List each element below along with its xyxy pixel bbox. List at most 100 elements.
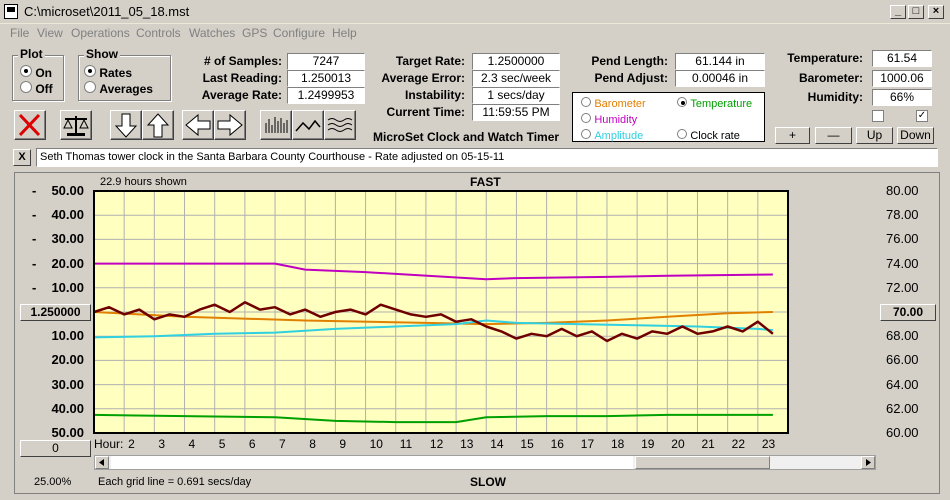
note-close-button[interactable]: X (13, 149, 31, 166)
barometer-radio[interactable]: Barometer (581, 96, 646, 110)
hour-tick-label: 21 (701, 437, 715, 451)
series-line-humidity (94, 262, 773, 281)
checkbox-right[interactable]: ✓ (916, 110, 928, 122)
scroll-thumb[interactable] (635, 456, 770, 469)
menu-gps[interactable]: GPS (242, 26, 268, 40)
plot-off-radio[interactable]: Off (20, 81, 53, 96)
right-tick-label: 60.00 (886, 425, 919, 440)
pend-length-field[interactable]: 61.144 in (675, 53, 765, 70)
hour-tick-label: 15 (520, 437, 534, 451)
note-field[interactable]: Seth Thomas tower clock in the Santa Bar… (36, 148, 938, 167)
menu-file[interactable]: File (10, 26, 30, 40)
down-button[interactable]: Down (897, 127, 934, 144)
app-name: MicroSet Clock and Watch Timer (373, 130, 560, 144)
arrow-up-icon (146, 113, 170, 138)
left-tick-label: 40.00 (51, 207, 84, 223)
last-reading-label: Last Reading: (202, 71, 282, 85)
slow-label: SLOW (470, 475, 506, 489)
close-button[interactable]: × (928, 5, 944, 19)
up-button[interactable]: Up (856, 127, 893, 144)
menu-configure[interactable]: Configure (273, 26, 326, 40)
temperature-radio[interactable]: Temperature (677, 96, 752, 110)
maximize-button[interactable]: □ (908, 5, 924, 19)
hour-tick-label: 5 (218, 437, 226, 451)
zoom-label: 25.00% (34, 476, 72, 488)
right-tick-label: 74.00 (886, 255, 919, 271)
arrow-left-icon (185, 113, 211, 137)
hour-tick-label: 3 (158, 437, 166, 451)
scroll-track-left[interactable] (111, 456, 633, 469)
target-rate-field[interactable]: 1.2500000 (472, 53, 560, 70)
hour-tick-label: 2 (128, 437, 135, 451)
checkbox-left[interactable] (872, 110, 884, 122)
pend-length-label: Pend Length: (591, 54, 668, 68)
bars-view-button[interactable] (260, 110, 292, 140)
right-tick-label: 76.00 (886, 231, 919, 247)
samples-field: 7247 (287, 53, 365, 70)
minus-button[interactable]: — (815, 127, 852, 144)
left-tick-sign: - (32, 255, 37, 271)
pend-adjust-label: Pend Adjust: (594, 71, 668, 85)
title-bar: C:\microset\2011_05_18.mst _ □ × (0, 0, 950, 24)
hour-tick-label: 11 (399, 437, 413, 451)
pend-adjust-field: 0.00046 in (675, 70, 765, 87)
stop-button[interactable] (14, 110, 46, 140)
arrow-right-icon (217, 113, 243, 137)
last-reading-field: 1.250013 (287, 70, 365, 87)
menu-controls[interactable]: Controls (136, 26, 181, 40)
plot-series (93, 262, 774, 424)
left-tick-label: 20.00 (51, 255, 84, 271)
humidity-label: Humidity: (807, 90, 863, 104)
hour-tick-label: 12 (429, 437, 444, 451)
horizontal-scrollbar[interactable] (94, 455, 876, 470)
arrow-left-button[interactable] (182, 110, 214, 140)
right-tick-label: 68.00 (886, 328, 919, 344)
sensor-selector: Barometer Temperature Humidity Amplitude… (572, 92, 765, 142)
menu-watches[interactable]: Watches (189, 26, 236, 40)
average-error-field: 2.3 sec/week (472, 70, 560, 87)
wave-view-button[interactable] (324, 110, 356, 140)
minimize-button[interactable]: _ (890, 5, 906, 19)
plot-grid (94, 191, 788, 433)
right-tick-label: 64.00 (886, 376, 919, 392)
arrow-up-button[interactable] (142, 110, 174, 140)
left-tick-label: 40.00 (51, 400, 84, 416)
plus-button[interactable]: + (775, 127, 810, 144)
arrow-right-button[interactable] (214, 110, 246, 140)
target-rate-label: Target Rate: (395, 54, 465, 68)
average-rate-field: 1.2499953 (287, 87, 365, 104)
scroll-left-button[interactable] (95, 456, 109, 469)
hour-tick-label: 14 (490, 437, 504, 451)
amplitude-radio[interactable]: Amplitude (581, 128, 643, 142)
center-rate-button[interactable]: 1.250000 (20, 304, 91, 321)
left-tick-label: 50.00 (51, 183, 84, 198)
show-rates-radio[interactable]: Rates (84, 65, 132, 80)
show-group-title: Show (84, 47, 120, 61)
hour-tick-label: 4 (188, 437, 196, 451)
line-view-button[interactable] (292, 110, 324, 140)
balance-button[interactable] (60, 110, 92, 140)
right-tick-label: 80.00 (886, 183, 919, 198)
menu-view[interactable]: View (37, 26, 63, 40)
bar-chart-icon (265, 117, 288, 133)
instability-field: 1 secs/day (472, 87, 560, 104)
hour-tick-label: 7 (279, 437, 286, 451)
humidity-radio[interactable]: Humidity (581, 112, 637, 126)
hours-shown-label: 22.9 hours shown (100, 176, 187, 188)
left-tick-label: 30.00 (51, 231, 84, 247)
wave-icon (327, 118, 353, 132)
arrow-down-button[interactable] (110, 110, 142, 140)
clock-rate-radio[interactable]: Clock rate (677, 128, 740, 142)
left-tick-label: 30.00 (51, 376, 84, 392)
hour-tick-label: 19 (641, 437, 655, 451)
center-temp-button[interactable]: 70.00 (880, 304, 936, 321)
show-averages-radio[interactable]: Averages (84, 81, 153, 96)
line-chart-icon (295, 119, 321, 132)
left-tick-label: 20.00 (51, 352, 84, 368)
current-time-label: Current Time: (386, 105, 465, 119)
menu-help[interactable]: Help (332, 26, 357, 40)
bottom-left-button[interactable]: 0 (20, 440, 91, 457)
scroll-right-button[interactable] (861, 456, 875, 469)
plot-on-radio[interactable]: On (20, 65, 52, 80)
menu-operations[interactable]: Operations (71, 26, 130, 40)
